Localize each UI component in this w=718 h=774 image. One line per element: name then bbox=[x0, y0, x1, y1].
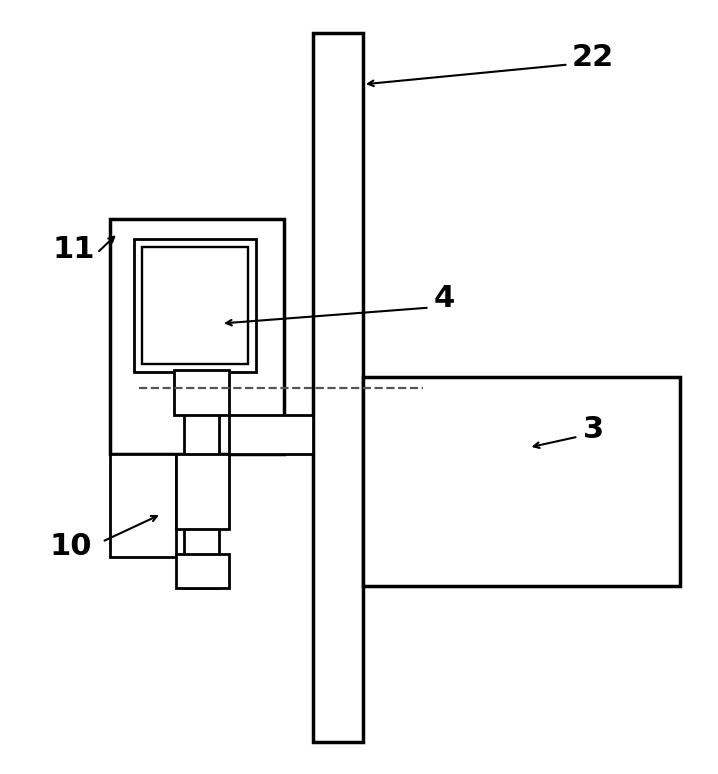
Text: 11: 11 bbox=[53, 235, 95, 264]
Text: 22: 22 bbox=[572, 43, 615, 72]
Bar bbox=[177, 553, 229, 588]
Bar bbox=[141, 247, 248, 365]
Bar bbox=[229, 415, 313, 454]
Bar bbox=[177, 454, 229, 529]
Text: 10: 10 bbox=[49, 533, 91, 561]
Bar bbox=[185, 372, 219, 588]
Bar bbox=[110, 454, 177, 557]
Bar bbox=[174, 370, 229, 415]
Bar bbox=[363, 377, 679, 587]
Bar bbox=[313, 33, 363, 742]
Bar bbox=[110, 219, 284, 454]
Bar bbox=[134, 239, 256, 372]
Text: 3: 3 bbox=[582, 415, 604, 444]
Text: 4: 4 bbox=[434, 284, 455, 313]
